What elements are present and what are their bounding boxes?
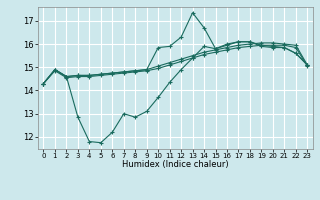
X-axis label: Humidex (Indice chaleur): Humidex (Indice chaleur) xyxy=(122,160,229,169)
